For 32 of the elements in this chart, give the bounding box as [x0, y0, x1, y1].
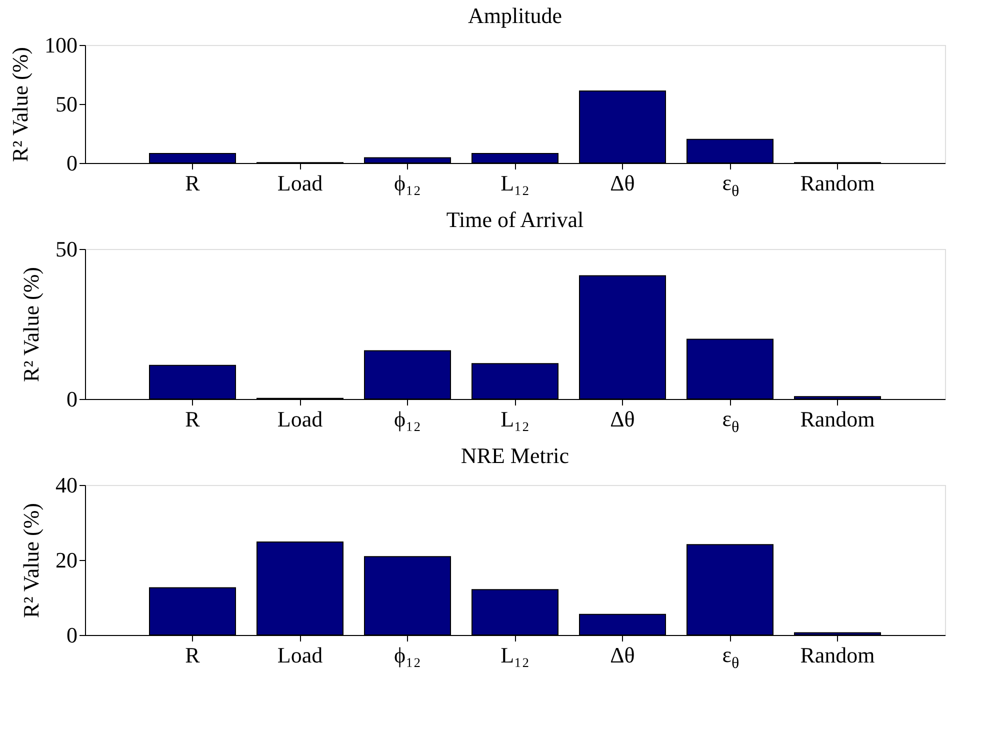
- y-tick-label: 40: [56, 472, 78, 498]
- y-tick-label: 50: [56, 236, 78, 262]
- y-tick-label: 50: [56, 92, 78, 116]
- chart-title: Time of Arrival: [446, 207, 584, 232]
- y-tick-label: 20: [56, 548, 78, 572]
- x-tick-label: ϕ₁₂: [394, 406, 421, 432]
- x-tick-label: Load: [277, 406, 323, 432]
- x-tick-label: Random: [800, 642, 875, 668]
- x-tick-label: Load: [277, 642, 323, 668]
- x-tick-label: Random: [800, 170, 875, 196]
- chart-title: Amplitude: [468, 3, 562, 28]
- x-tick-label: L₁₂: [500, 406, 530, 432]
- chart-title: NRE Metric: [460, 443, 570, 468]
- y-axis-title: R² Value (%): [8, 47, 32, 162]
- x-tick-label: L₁₂: [500, 170, 530, 196]
- x-tick-label: R: [185, 406, 200, 432]
- x-tick-label: Δθ: [610, 642, 635, 668]
- x-tick-label: ϕ₁₂: [394, 170, 421, 196]
- y-tick-label: 0: [66, 386, 78, 412]
- x-tick-label: R: [185, 170, 200, 196]
- x-tick-label: Δθ: [610, 406, 635, 432]
- x-tick-label: Random: [800, 406, 875, 432]
- x-tick-label: Load: [277, 170, 323, 196]
- y-axis-title: R² Value (%): [18, 503, 44, 618]
- y-tick-label: 0: [66, 150, 78, 176]
- x-tick-label: ϕ₁₂: [394, 642, 421, 668]
- y-tick-label: 0: [66, 622, 78, 648]
- x-tick-label: L₁₂: [500, 642, 530, 668]
- x-tick-label: R: [185, 642, 200, 668]
- y-tick-label: 100: [44, 32, 78, 58]
- x-tick-label: Δθ: [610, 170, 635, 196]
- y-axis-title: R² Value (%): [18, 267, 44, 382]
